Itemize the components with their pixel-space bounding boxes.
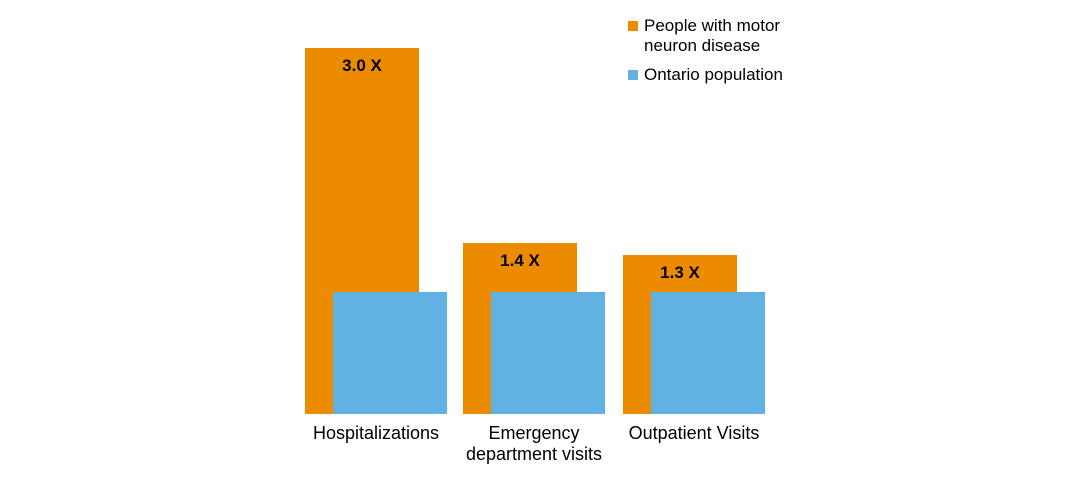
bar-group-emergency-department-visits: 1.4 X Emergency department visits <box>463 0 605 464</box>
bar-group-outpatient-visits: 1.3 X Outpatient Visits <box>623 0 765 443</box>
category-label-emergency-department-visits: Emergency department visits <box>465 423 603 464</box>
legend-swatch-orange-icon <box>628 21 638 31</box>
bar-ontario-outpatient-visits <box>651 292 765 414</box>
bar-ontario-hospitalizations <box>333 292 447 414</box>
data-label-hospitalizations: 3.0 X <box>342 56 382 75</box>
category-label-outpatient-visits: Outpatient Visits <box>628 423 760 443</box>
legend-item-motor-neuron-disease: People with motor neuron disease <box>628 16 794 56</box>
legend-label-motor-neuron-disease: People with motor neuron disease <box>644 16 781 55</box>
legend-item-ontario-population: Ontario population <box>628 65 794 85</box>
legend: People with motor neuron disease Ontario… <box>628 16 794 94</box>
bar-group-hospitalizations: 3.0 X Hospitalizations <box>305 0 447 443</box>
legend-label-ontario-population: Ontario population <box>644 65 783 84</box>
legend-swatch-blue-icon <box>628 70 638 80</box>
data-label-emergency-department-visits: 1.4 X <box>500 251 540 270</box>
category-label-hospitalizations: Hospitalizations <box>312 423 440 443</box>
bar-ontario-emergency-department-visits <box>491 292 605 414</box>
data-label-outpatient-visits: 1.3 X <box>660 263 700 282</box>
